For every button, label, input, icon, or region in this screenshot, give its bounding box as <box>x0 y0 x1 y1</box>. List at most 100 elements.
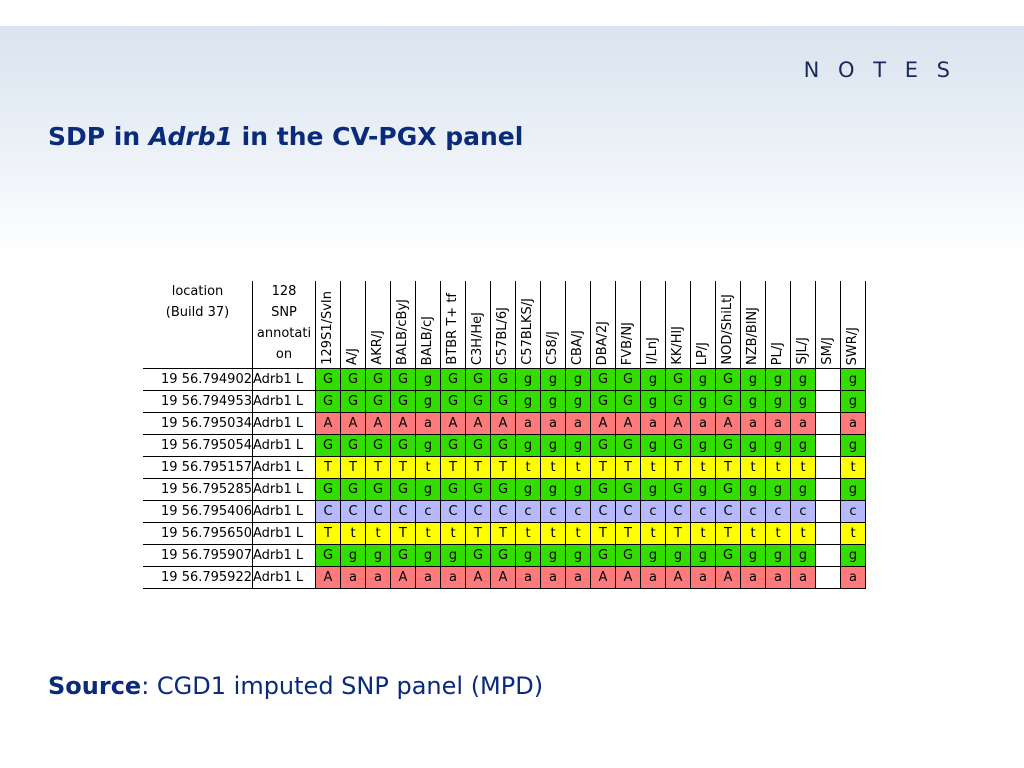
cell-allele: G <box>365 478 391 501</box>
header-strain-label: A/J <box>345 347 360 365</box>
cell-snp-annotation: Adrb1 L <box>252 522 316 545</box>
cell-allele: g <box>415 478 441 501</box>
cell-allele: A <box>365 412 391 435</box>
header-strain-label: BTBR T+ tf <box>445 293 460 365</box>
cell-allele: A <box>465 566 491 589</box>
cell-allele: g <box>415 544 441 567</box>
cell-allele: G <box>315 368 341 391</box>
cell-allele: C <box>365 500 391 523</box>
cell-allele: g <box>765 478 791 501</box>
cell-allele: g <box>740 544 766 567</box>
header-strain: C57BL/6J <box>490 281 516 369</box>
header-strain-label: NOD/ShiLtJ <box>720 294 735 365</box>
cell-allele <box>815 456 841 479</box>
header-strain: KK/HlJ <box>665 281 691 369</box>
header-location: location (Build 37) <box>143 281 253 369</box>
cell-allele: t <box>740 522 766 545</box>
cell-allele: a <box>440 566 466 589</box>
cell-allele: G <box>315 390 341 413</box>
cell-allele: g <box>565 478 591 501</box>
cell-allele: g <box>765 390 791 413</box>
header-strain: C58/J <box>540 281 566 369</box>
header-strain: PL/J <box>765 281 791 369</box>
cell-allele: T <box>615 456 641 479</box>
header-strain: A/J <box>340 281 366 369</box>
cell-allele: G <box>340 478 366 501</box>
cell-allele: G <box>465 368 491 391</box>
cell-allele: G <box>665 390 691 413</box>
cell-allele: t <box>765 522 791 545</box>
header-strain-label: I/LnJ <box>645 337 660 365</box>
cell-allele: G <box>465 434 491 457</box>
cell-allele: g <box>790 368 816 391</box>
cell-allele: g <box>790 478 816 501</box>
header-gradient <box>0 26 1024 256</box>
cell-allele: t <box>565 456 591 479</box>
title-gene: Adrb1 <box>148 122 233 151</box>
cell-allele: g <box>840 544 866 567</box>
header-strain: C3H/HeJ <box>465 281 491 369</box>
cell-allele: T <box>315 522 341 545</box>
cell-allele: T <box>615 522 641 545</box>
cell-allele: A <box>665 566 691 589</box>
cell-allele: c <box>840 500 866 523</box>
cell-allele: G <box>590 434 616 457</box>
header-strain: CBA/J <box>565 281 591 369</box>
header-strain-label: C57BLKS/J <box>520 298 535 365</box>
cell-allele <box>815 566 841 589</box>
cell-allele: g <box>690 368 716 391</box>
cell-allele: T <box>440 456 466 479</box>
cell-allele: a <box>740 566 766 589</box>
cell-snp-annotation: Adrb1 L <box>252 390 316 413</box>
header-snp-line: SNP <box>271 305 297 320</box>
cell-allele: G <box>315 544 341 567</box>
cell-allele: G <box>390 434 416 457</box>
cell-allele: C <box>440 500 466 523</box>
cell-allele: a <box>415 566 441 589</box>
header-strain-label: SJL/J <box>795 337 810 365</box>
cell-allele: C <box>715 500 741 523</box>
top-band <box>0 0 1024 26</box>
source-label: Source <box>48 672 142 700</box>
cell-allele: T <box>315 456 341 479</box>
cell-allele: g <box>540 368 566 391</box>
header-location-line: (Build 37) <box>165 305 230 320</box>
cell-allele: G <box>490 434 516 457</box>
cell-allele: G <box>365 368 391 391</box>
cell-allele: G <box>615 390 641 413</box>
cell-location: 19 56.794902 <box>143 368 253 391</box>
cell-location: 19 56.794953 <box>143 390 253 413</box>
cell-allele: G <box>590 478 616 501</box>
cell-allele: g <box>840 434 866 457</box>
cell-allele: T <box>465 522 491 545</box>
source-line: Source: CGD1 imputed SNP panel (MPD) <box>48 672 543 700</box>
cell-allele: T <box>490 456 516 479</box>
cell-allele: G <box>440 434 466 457</box>
cell-allele: G <box>440 368 466 391</box>
cell-allele: G <box>390 368 416 391</box>
cell-allele: t <box>440 522 466 545</box>
cell-allele: g <box>565 434 591 457</box>
cell-allele: c <box>415 500 441 523</box>
cell-allele: A <box>715 566 741 589</box>
cell-allele: G <box>590 544 616 567</box>
cell-allele: g <box>790 434 816 457</box>
cell-location: 19 56.795054 <box>143 434 253 457</box>
cell-allele: G <box>615 544 641 567</box>
cell-allele: G <box>615 478 641 501</box>
cell-allele: g <box>515 544 541 567</box>
cell-allele: t <box>790 456 816 479</box>
cell-snp-annotation: Adrb1 L <box>252 434 316 457</box>
cell-allele: A <box>465 412 491 435</box>
header-strain-label: C58/J <box>545 331 560 365</box>
cell-allele: A <box>390 412 416 435</box>
cell-allele: G <box>465 544 491 567</box>
cell-allele: g <box>415 368 441 391</box>
cell-allele: g <box>740 478 766 501</box>
cell-allele: A <box>315 566 341 589</box>
cell-allele: C <box>615 500 641 523</box>
header-strain-label: NZB/BlNJ <box>745 306 760 365</box>
header-strain-label: CBA/J <box>570 329 585 365</box>
cell-allele: T <box>390 522 416 545</box>
cell-allele: G <box>665 434 691 457</box>
